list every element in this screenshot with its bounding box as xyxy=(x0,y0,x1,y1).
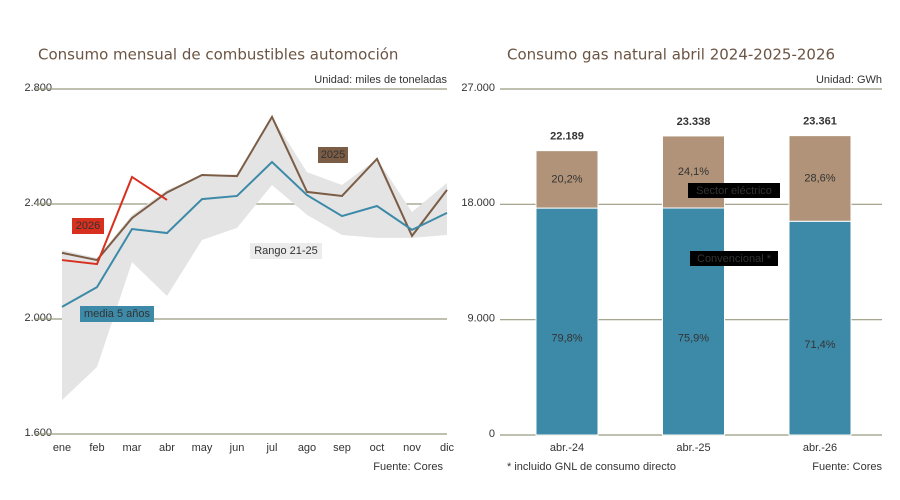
bar-segment xyxy=(535,207,599,436)
total-label: 23.361 xyxy=(803,116,837,128)
total-label: 22.189 xyxy=(550,131,584,143)
source-label: Fuente: Cores xyxy=(812,461,882,473)
y-tick-label: 2.800 xyxy=(24,82,52,94)
share-label: 71,4% xyxy=(804,339,835,351)
total-label: 23.338 xyxy=(677,116,711,128)
x-tick-label: jul xyxy=(265,442,277,454)
share-label: 75,9% xyxy=(678,332,709,344)
legend-box xyxy=(688,183,780,198)
label-box xyxy=(250,243,322,259)
line-series xyxy=(61,114,448,262)
bar-segment xyxy=(788,220,852,436)
chart-title: Consumo gas natural abril 2024-2025-2026 xyxy=(507,46,835,64)
x-tick-label: dic xyxy=(440,442,455,454)
x-tick-label: abr.-26 xyxy=(803,442,837,454)
share-label: 28,6% xyxy=(804,172,835,184)
bar-segment xyxy=(788,135,852,222)
y-tick-label: 2.400 xyxy=(24,197,52,209)
label-box xyxy=(318,147,348,163)
unit-label: Unidad: miles de toneladas xyxy=(314,74,447,86)
y-tick-label: 18.000 xyxy=(461,197,495,209)
legend-label: Convencional * xyxy=(697,253,772,265)
x-tick-label: abr.-25 xyxy=(676,442,710,454)
label-box xyxy=(80,306,154,322)
share-label: 79,8% xyxy=(551,332,582,344)
y-tick-label: 0 xyxy=(489,428,495,440)
source-label: Fuente: Cores xyxy=(373,461,443,473)
x-tick-label: jun xyxy=(229,442,245,454)
x-tick-label: oct xyxy=(370,442,385,454)
series-label: 2026 xyxy=(76,220,100,232)
x-tick-label: ago xyxy=(298,442,316,454)
x-tick-label: may xyxy=(192,442,213,454)
y-tick-label: 27.000 xyxy=(461,82,495,94)
x-tick-label: ene xyxy=(53,442,71,454)
line-series xyxy=(61,160,448,308)
line-series xyxy=(61,175,168,266)
series-label: media 5 años xyxy=(84,308,151,320)
band-label: Rango 21-25 xyxy=(254,245,318,257)
x-tick-label: abr.-24 xyxy=(550,442,584,454)
share-label: 24,1% xyxy=(678,166,709,178)
footnote: * incluido GNL de consumo directo xyxy=(507,461,676,473)
bar-segment xyxy=(535,150,599,209)
y-tick-label: 9.000 xyxy=(467,313,495,325)
x-tick-label: abr xyxy=(159,442,175,454)
bar-segment xyxy=(662,207,725,436)
legend-label: Sector eléctrico xyxy=(696,185,772,197)
y-tick-label: 1.600 xyxy=(24,427,52,439)
y-tick-label: 2.000 xyxy=(24,312,52,324)
x-tick-label: mar xyxy=(123,442,142,454)
label-box xyxy=(72,218,104,234)
unit-label: Unidad: GWh xyxy=(816,74,882,86)
x-tick-label: nov xyxy=(403,442,421,454)
x-tick-label: feb xyxy=(89,442,104,454)
series-label: 2025 xyxy=(321,149,345,161)
legend-box xyxy=(690,251,778,266)
share-label: 20,2% xyxy=(551,173,582,185)
chart-title: Consumo mensual de combustibles automoci… xyxy=(38,46,398,64)
x-tick-label: sep xyxy=(333,442,351,454)
